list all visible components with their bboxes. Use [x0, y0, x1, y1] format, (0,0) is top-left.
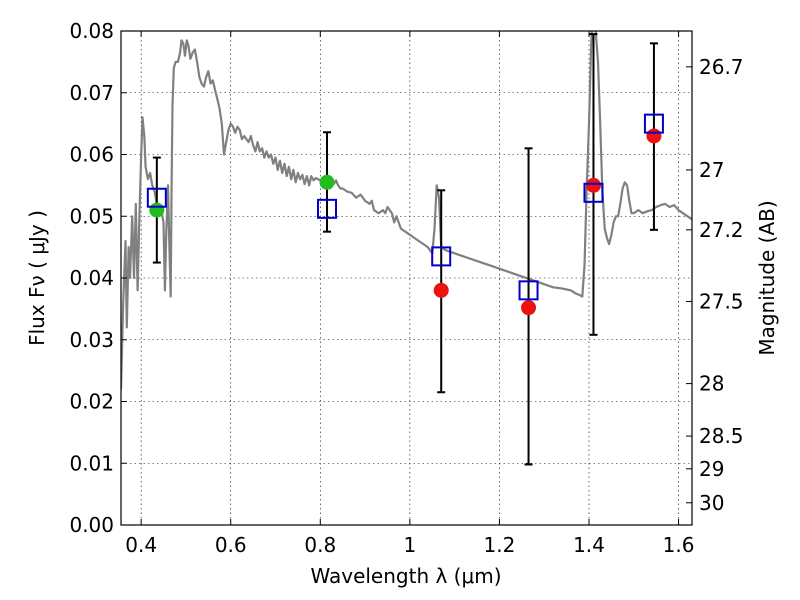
spectrum-line	[121, 31, 692, 390]
y-tick-label: 0.01	[69, 451, 114, 475]
model-photometry-point	[431, 246, 452, 267]
x-tick-label: 1.2	[484, 533, 516, 557]
model-photometry-point	[643, 113, 664, 134]
model-photometry-point	[146, 187, 167, 208]
observed-point	[149, 202, 165, 218]
right-axis-label: Magnitude (AB)	[755, 200, 779, 355]
x-tick-label: 1	[403, 533, 416, 557]
model-photometry-point	[518, 280, 539, 301]
observed-point	[433, 282, 449, 298]
right-tick-label: 27	[699, 158, 724, 182]
model-photometry-point	[317, 198, 338, 219]
y-tick-label: 0.06	[69, 143, 114, 167]
right-tick-label: 28.5	[699, 424, 744, 448]
observed-point	[521, 300, 537, 316]
observed-point	[319, 174, 335, 190]
x-tick-label: 0.4	[125, 533, 157, 557]
x-axis-label: Wavelength λ (μm)	[310, 564, 501, 588]
x-tick-label: 0.8	[304, 533, 336, 557]
right-tick-label: 29	[699, 457, 724, 481]
right-tick-label: 28	[699, 372, 724, 396]
markers	[146, 113, 664, 316]
y-axis-label: Flux Fν ( μJy )	[25, 210, 49, 346]
right-tick-label: 30	[699, 491, 724, 515]
right-tick-label: 27.2	[699, 218, 744, 242]
observed-point	[646, 128, 662, 144]
x-tick-label: 1.4	[573, 533, 605, 557]
observed-point	[585, 177, 601, 193]
error-bars	[152, 33, 658, 466]
y-tick-label: 0.07	[69, 81, 114, 105]
y-tick-label: 0.03	[69, 328, 114, 352]
ticks: 0.4 0.6 0.8 1 1.2 1.4 1.6 0.00 0.01 0.02 0.03 0.04 0…	[69, 19, 743, 557]
y-tick-label: 0.04	[69, 266, 114, 290]
y-tick-label: 0.02	[69, 390, 114, 414]
data-layer	[121, 31, 692, 390]
right-tick-label: 26.7	[699, 55, 744, 79]
y-tick-label: 0.00	[69, 513, 114, 537]
x-tick-label: 1.6	[663, 533, 695, 557]
grid	[121, 30, 692, 526]
model-photometry-point	[583, 182, 604, 203]
y-tick-label: 0.05	[69, 204, 114, 228]
y-tick-label: 0.08	[69, 19, 114, 43]
right-tick-label: 27.5	[699, 289, 744, 313]
x-tick-label: 0.6	[215, 533, 247, 557]
